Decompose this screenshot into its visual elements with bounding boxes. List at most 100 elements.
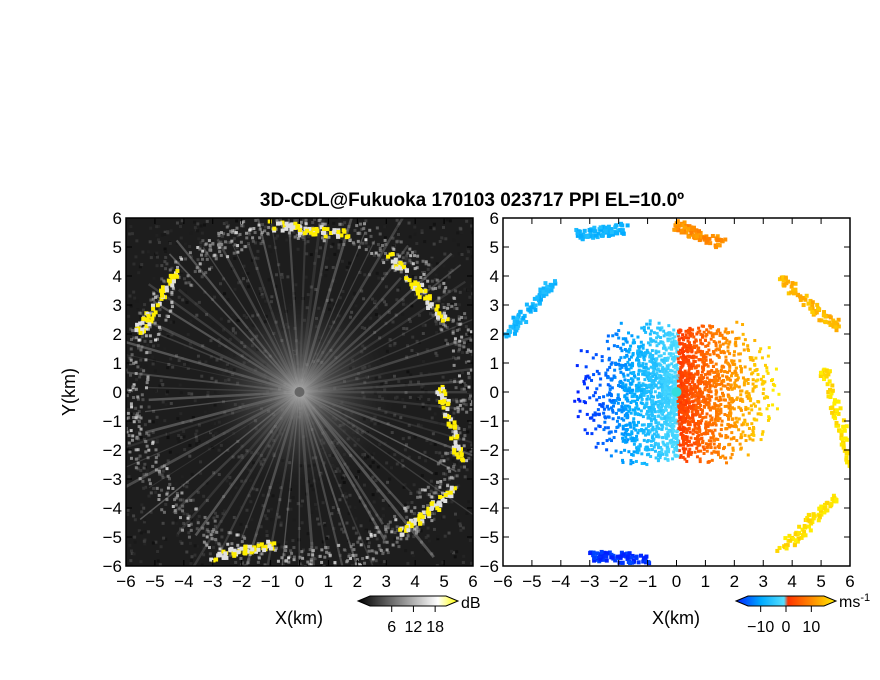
noise-cell — [440, 454, 444, 458]
noise-cell — [262, 286, 266, 290]
velocity-cell — [688, 363, 692, 367]
noise-cell — [321, 501, 325, 505]
velocity-cell — [670, 385, 674, 389]
echo-cell — [211, 537, 215, 541]
velocity-cell — [664, 358, 668, 362]
velocity-cell — [701, 445, 705, 449]
strong-echo-cell — [243, 547, 248, 552]
echo-cell — [174, 503, 178, 507]
echo-cell — [460, 379, 464, 383]
velocity-cell — [721, 342, 725, 346]
velocity-cell — [728, 365, 732, 369]
noise-cell — [193, 399, 197, 403]
echo-cell — [401, 256, 405, 260]
velocity-cell — [657, 391, 661, 395]
velocity-cell — [663, 346, 667, 350]
echo-cell — [271, 212, 274, 215]
velocity-cell — [727, 411, 731, 415]
noise-cell — [166, 253, 170, 257]
noise-cell — [311, 488, 315, 492]
echo-cell — [129, 347, 133, 351]
echo-cell — [377, 544, 381, 548]
strong-echo-cell — [336, 234, 341, 239]
velocity-cell — [738, 352, 742, 356]
strong-echo-cell — [284, 226, 289, 231]
velocity-cell — [711, 421, 715, 425]
noise-cell — [452, 356, 456, 360]
noise-cell — [137, 271, 141, 275]
velocity-cell — [675, 363, 679, 367]
noise-cell — [412, 535, 416, 539]
noise-cell — [142, 530, 146, 534]
echo-cell — [189, 528, 193, 532]
noise-cell — [177, 295, 181, 299]
velocity-cell — [700, 380, 704, 384]
noise-cell — [265, 529, 269, 533]
velocity-cell — [636, 398, 640, 402]
velocity-cell — [725, 461, 729, 465]
echo-cell — [243, 536, 247, 540]
velocity-cell — [621, 436, 625, 440]
strong-echo-cell — [438, 399, 443, 404]
noise-cell — [132, 552, 136, 556]
velocity-cell — [632, 423, 636, 427]
velocity-cell — [618, 367, 622, 371]
noise-cell — [176, 417, 180, 421]
echo-cell — [318, 554, 322, 558]
noise-cell — [438, 240, 442, 244]
echo-cell — [132, 336, 136, 340]
velocity-cell — [650, 413, 654, 417]
echo-cell — [230, 230, 234, 234]
velocity-cell — [611, 408, 615, 412]
velocity-cell — [582, 379, 586, 383]
echo-cell — [256, 542, 260, 546]
noise-cell — [253, 241, 257, 245]
strong-echo-cell — [408, 518, 413, 523]
velocity-cell — [634, 428, 638, 432]
echo-cell — [190, 284, 194, 288]
strong-echo-cell — [445, 317, 450, 322]
velocity-cell — [637, 368, 641, 372]
noise-cell — [387, 452, 391, 456]
echo-cell — [219, 240, 223, 244]
noise-cell — [255, 488, 259, 492]
noise-cell — [266, 509, 270, 513]
strong-echo-cell — [209, 557, 214, 562]
echo-cell — [137, 420, 141, 424]
velocity-cell — [584, 365, 588, 369]
noise-cell — [189, 255, 193, 259]
noise-cell — [421, 332, 425, 336]
velocity-cell — [739, 446, 743, 450]
velocity-cell — [587, 376, 591, 380]
echo-cell — [146, 375, 150, 379]
echo-cell — [409, 261, 413, 265]
noise-cell — [136, 308, 140, 312]
noise-cell — [370, 486, 374, 490]
noise-cell — [147, 530, 151, 534]
echo-cell — [347, 554, 351, 558]
velocity-cell — [585, 431, 589, 435]
echo-cell — [244, 245, 248, 249]
velocity-cell — [648, 430, 652, 434]
strong-echo-cell — [452, 447, 457, 452]
noise-cell — [410, 348, 414, 352]
echo-cell — [320, 211, 323, 214]
velocity-cell — [663, 373, 667, 377]
velocity-cell — [714, 416, 718, 420]
echo-cell — [361, 241, 365, 245]
velocity-cell — [660, 326, 664, 330]
noise-cell — [273, 246, 277, 250]
noise-cell — [354, 304, 358, 308]
velocity-cell — [699, 358, 703, 362]
noise-cell — [457, 303, 461, 307]
echo-cell — [145, 432, 149, 436]
velocity-cell — [730, 360, 734, 364]
noise-cell — [227, 319, 231, 323]
strong-echo-cell — [259, 542, 264, 547]
noise-cell — [220, 547, 224, 551]
noise-cell — [128, 543, 132, 547]
noise-cell — [156, 255, 160, 259]
noise-cell — [183, 448, 187, 452]
velocity-cell — [660, 451, 664, 455]
echo-cell — [214, 537, 218, 541]
